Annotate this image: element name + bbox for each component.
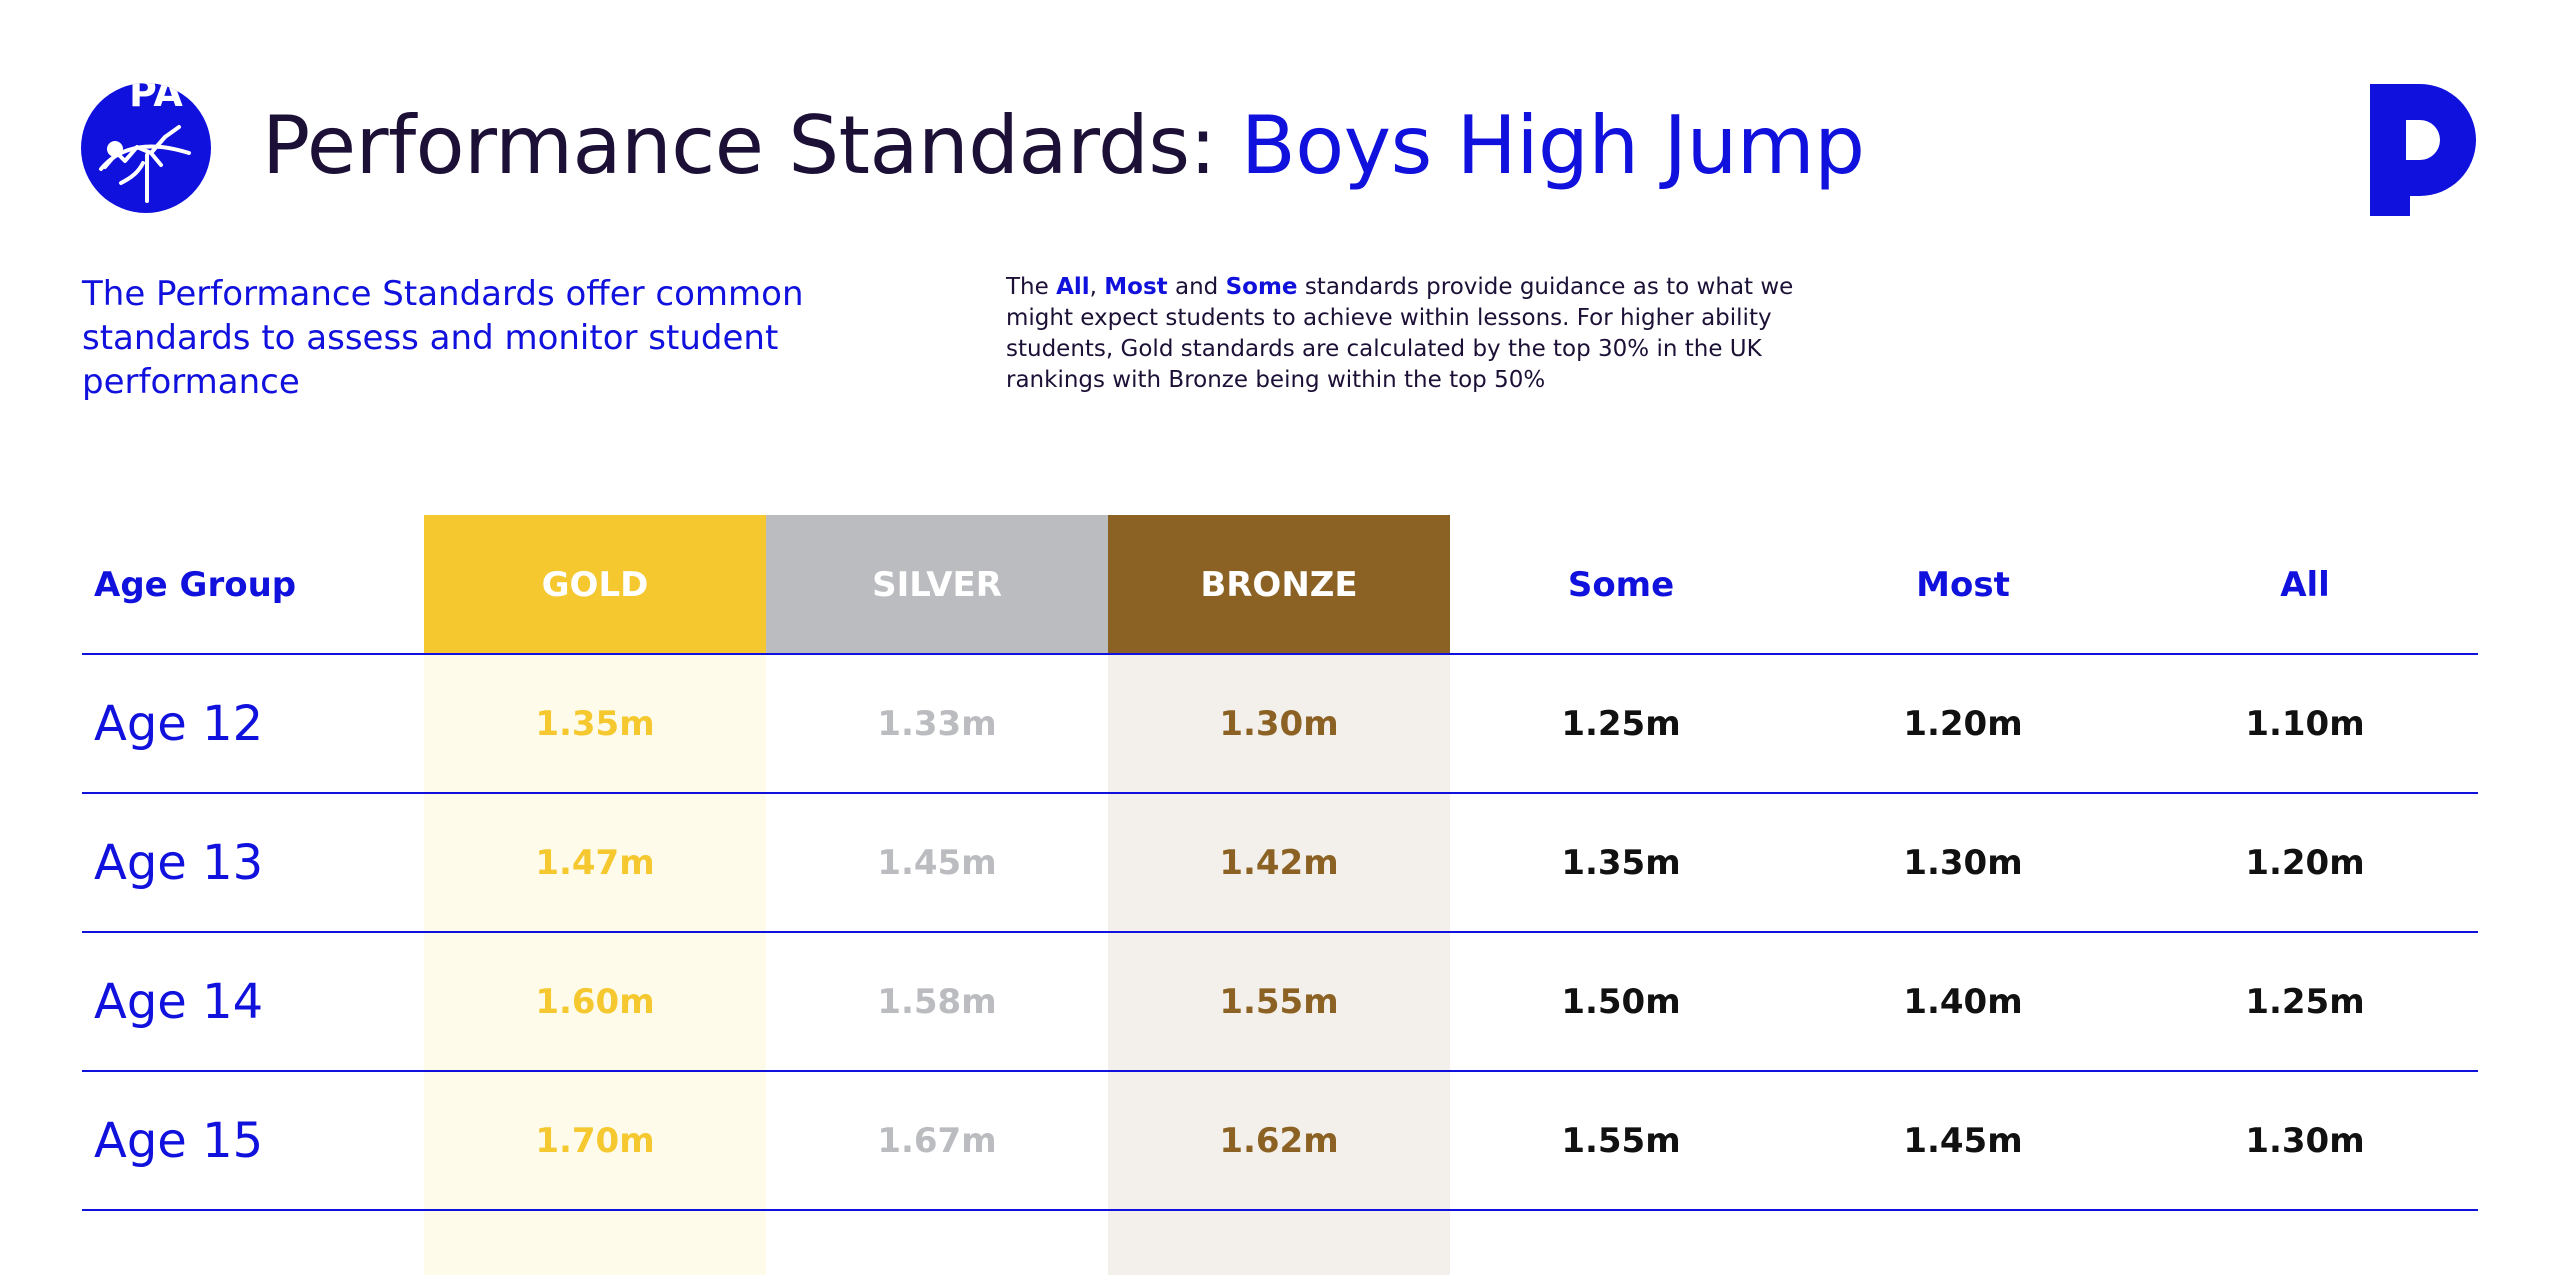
gold-value: 1.47m — [535, 843, 655, 883]
gold-value: 1.35m — [535, 704, 655, 744]
high-jump-logo: PA — [81, 83, 211, 213]
most-value: 1.45m — [1903, 1121, 2023, 1161]
gold-value: 1.60m — [535, 982, 655, 1022]
logo-badge-text: PA — [129, 83, 183, 115]
all-value: 1.25m — [2245, 982, 2365, 1022]
guidance-some-keyword: Some — [1225, 274, 1298, 300]
header-most: Most — [1916, 564, 2010, 605]
most-value: 1.40m — [1903, 982, 2023, 1022]
silver-value: 1.33m — [877, 704, 997, 744]
most-value: 1.20m — [1903, 704, 2023, 744]
table-rule — [82, 931, 2478, 933]
age-label: Age 12 — [94, 696, 264, 752]
guidance-part: and — [1167, 274, 1226, 300]
silver-value: 1.67m — [877, 1121, 997, 1161]
table-rule — [82, 1070, 2478, 1072]
bronze-value: 1.55m — [1219, 982, 1339, 1022]
bronze-value: 1.30m — [1219, 704, 1339, 744]
silver-value: 1.58m — [877, 982, 997, 1022]
age-label: Age 14 — [94, 974, 264, 1030]
header-gold: GOLD — [424, 515, 766, 654]
age-label: Age 13 — [94, 835, 264, 891]
gold-value: 1.70m — [535, 1121, 655, 1161]
guidance-all-keyword: All — [1056, 274, 1090, 300]
header-age-group: Age Group — [94, 564, 297, 605]
silver-value: 1.45m — [877, 843, 997, 883]
some-value: 1.35m — [1561, 843, 1681, 883]
bronze-value: 1.62m — [1219, 1121, 1339, 1161]
table-rule — [82, 1209, 2478, 1211]
high-jump-athlete-icon — [99, 125, 191, 203]
title-prefix: Performance Standards: — [262, 99, 1241, 192]
all-value: 1.20m — [2245, 843, 2365, 883]
header-all: All — [2280, 564, 2330, 605]
guidance-part: standards provide guidance as to what we… — [1006, 274, 1794, 393]
header-some: Some — [1567, 564, 1675, 605]
guidance-part: The — [1006, 274, 1057, 300]
bronze-value: 1.42m — [1219, 843, 1339, 883]
guidance-most-keyword: Most — [1104, 274, 1168, 300]
table-row: Age 15 1.70m 1.67m 1.62m 1.55m 1.45m 1.3… — [82, 1072, 2478, 1210]
age-label: Age 15 — [94, 1113, 264, 1169]
table-row: Age 12 1.35m 1.33m 1.30m 1.25m 1.20m 1.1… — [82, 655, 2478, 793]
all-value: 1.10m — [2245, 704, 2365, 744]
guidance-text: The All, Most and Some standards provide… — [1006, 272, 1836, 396]
guidance-part: , — [1089, 274, 1105, 300]
some-value: 1.50m — [1561, 982, 1681, 1022]
intro-text: The Performance Standards offer common s… — [82, 274, 804, 402]
title-event: Boys High Jump — [1240, 99, 1865, 192]
most-value: 1.30m — [1903, 843, 2023, 883]
some-value: 1.25m — [1561, 704, 1681, 744]
table-rule — [82, 653, 2478, 655]
table-row: Age 13 1.47m 1.45m 1.42m 1.35m 1.30m 1.2… — [82, 794, 2478, 932]
table-rule — [82, 792, 2478, 794]
all-value: 1.30m — [2245, 1121, 2365, 1161]
header-silver: SILVER — [766, 515, 1108, 654]
some-value: 1.55m — [1561, 1121, 1681, 1161]
header-bronze: BRONZE — [1108, 515, 1450, 654]
page-title: Performance Standards: Boys High Jump — [262, 96, 1865, 196]
table-row: Age 14 1.60m 1.58m 1.55m 1.50m 1.40m 1.2… — [82, 933, 2478, 1071]
brand-p-logo — [2370, 84, 2476, 216]
